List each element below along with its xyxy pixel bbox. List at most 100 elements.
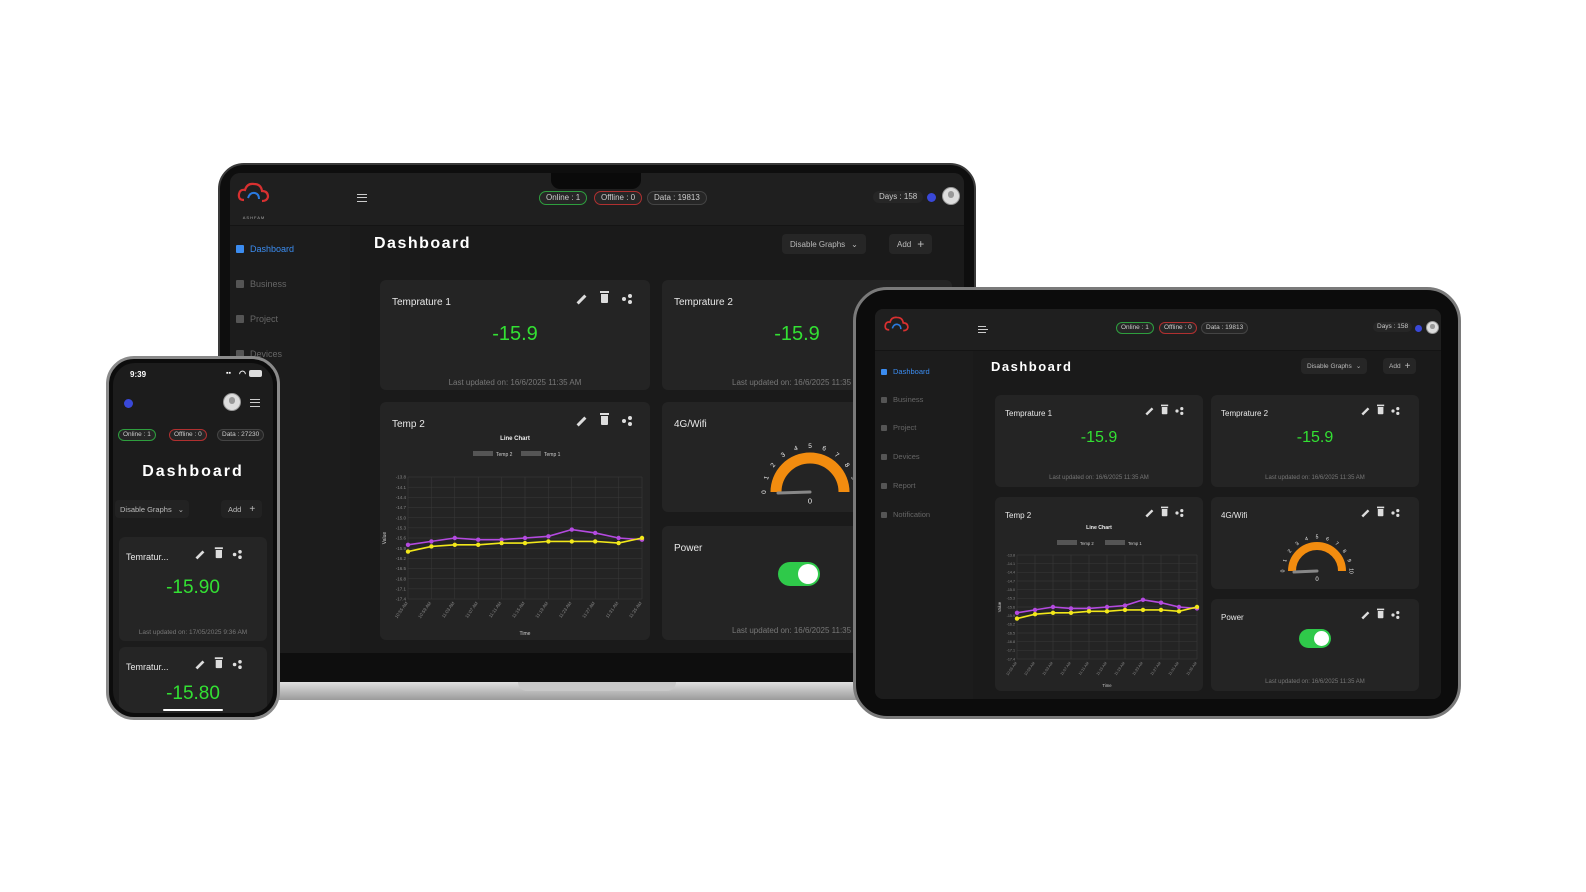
widget-card-temp1: Temprature 1 -15.9 Last updated on: 16/6… <box>995 395 1203 487</box>
sidebar-item-project[interactable]: Project <box>881 423 916 432</box>
add-button[interactable]: Add + <box>1383 358 1417 374</box>
edit-icon[interactable] <box>576 294 587 305</box>
share-icon[interactable] <box>232 550 242 559</box>
legend-swatch <box>521 451 541 456</box>
disable-graphs-select[interactable]: Disable Graphs ⌄ <box>115 500 189 518</box>
edit-icon[interactable] <box>195 660 205 670</box>
share-icon[interactable] <box>1175 407 1183 415</box>
edit-icon[interactable] <box>1361 407 1370 416</box>
y-tick-label: -14.1 <box>396 485 407 490</box>
gauge-tick-label: 0 <box>1281 569 1287 572</box>
brand-logo[interactable] <box>883 314 911 343</box>
delete-icon[interactable] <box>214 657 223 669</box>
card-title: Temp 2 <box>392 419 425 430</box>
avatar[interactable] <box>1426 321 1439 334</box>
avatar[interactable] <box>223 393 241 411</box>
delete-icon[interactable] <box>600 413 609 425</box>
y-tick-label: -15.9 <box>396 546 407 551</box>
card-actions <box>1145 404 1183 416</box>
delete-icon[interactable] <box>214 547 223 559</box>
share-icon[interactable] <box>622 416 632 426</box>
delete-icon[interactable] <box>1377 506 1385 517</box>
add-button[interactable]: Add + <box>889 234 933 254</box>
globe-icon[interactable] <box>927 193 936 202</box>
delete-icon[interactable] <box>1161 506 1169 517</box>
y-tick-label: -17.1 <box>396 587 407 592</box>
edit-icon[interactable] <box>1361 611 1370 620</box>
x-tick-label: 11:11 AM <box>488 601 503 619</box>
gauge-tick-label: 4 <box>793 445 799 453</box>
delete-icon[interactable] <box>1377 404 1385 415</box>
share-icon[interactable] <box>1391 611 1399 619</box>
delete-icon[interactable] <box>1161 404 1169 415</box>
data-badge: Data : 27230 <box>217 429 265 441</box>
sidebar-item-project[interactable]: Project <box>236 314 278 324</box>
share-icon[interactable] <box>1175 509 1183 517</box>
sidebar-item-report[interactable]: Report <box>881 481 916 490</box>
globe-icon[interactable] <box>124 399 133 408</box>
sidebar-item-notification[interactable]: Notification <box>881 510 930 519</box>
data-point <box>639 535 645 541</box>
power-toggle[interactable] <box>1299 629 1331 648</box>
data-point <box>452 542 457 547</box>
menu-icon[interactable] <box>978 326 988 333</box>
sidebar-item-dashboard[interactable]: Dashboard <box>881 367 930 376</box>
data-point <box>1158 600 1164 605</box>
sidebar-item-label: Project <box>893 423 917 432</box>
data-point <box>569 539 574 544</box>
power-toggle[interactable] <box>778 562 820 586</box>
disable-graphs-select[interactable]: Disable Graphs ⌄ <box>782 234 866 254</box>
page-title: Dashboard <box>991 359 1073 374</box>
edit-icon[interactable] <box>576 416 587 427</box>
select-label: Disable Graphs <box>790 239 846 249</box>
share-icon[interactable] <box>622 294 632 304</box>
edit-icon[interactable] <box>1145 407 1154 416</box>
avatar[interactable] <box>942 187 960 205</box>
laptop-base <box>226 682 970 700</box>
share-icon[interactable] <box>1391 407 1399 415</box>
days-badge: Days : 158 <box>873 191 924 203</box>
sidebar-item-business[interactable]: Business <box>881 395 923 404</box>
sidebar-item-dashboard[interactable]: Dashboard <box>236 244 294 254</box>
x-tick-label: 11:23 AM <box>558 601 573 619</box>
brand-logo[interactable]: ASHFAM <box>236 180 272 220</box>
data-point <box>546 539 551 544</box>
data-point <box>1158 607 1164 613</box>
edit-icon[interactable] <box>1361 509 1370 518</box>
sidebar-item-devices[interactable]: Devices <box>236 349 282 359</box>
edit-icon[interactable] <box>1145 509 1154 518</box>
legend-label: Temp 2 <box>1080 541 1094 546</box>
gauge-tick-label: 0 <box>761 490 768 494</box>
share-icon[interactable] <box>232 660 242 669</box>
widget-card-chart: Temp 2 Line Chart Temp 2 Temp 1 -13.8 -14.1 -… <box>380 402 650 640</box>
data-point <box>1050 610 1056 615</box>
gauge-arc <box>770 452 850 493</box>
add-button[interactable]: Add + <box>221 500 263 518</box>
chart-title: Line Chart <box>500 436 530 442</box>
x-tick-label: 11:03 AM <box>441 601 456 619</box>
menu-icon[interactable] <box>250 399 260 407</box>
sidebar-item-business[interactable]: Business <box>236 279 287 289</box>
x-tick-label: 10:55 AM <box>394 601 409 620</box>
data-point <box>1086 609 1092 614</box>
x-tick-label: 11:07 AM <box>464 601 479 619</box>
x-tick-label: 11:15 AM <box>1096 661 1108 676</box>
card-title: Temratur... <box>126 552 169 562</box>
edit-icon[interactable] <box>195 550 205 560</box>
project-icon <box>881 424 887 431</box>
gauge-tick-label: 2 <box>769 462 777 469</box>
menu-icon[interactable] <box>357 194 367 202</box>
page-title: Dashboard <box>142 463 244 480</box>
widget-card-chart: Temp 2 Line Chart Temp 2 Temp 1 -13.8 -14.1 -… <box>995 497 1203 691</box>
sidebar-item-devices[interactable]: Devices <box>881 452 920 461</box>
data-point <box>499 537 504 542</box>
delete-icon[interactable] <box>1377 608 1385 619</box>
y-tick-label: -16.5 <box>1007 631 1015 635</box>
x-tick-label: 11:15 AM <box>511 601 526 619</box>
gauge-tick-label: 3 <box>1295 541 1301 548</box>
share-icon[interactable] <box>1391 509 1399 517</box>
disable-graphs-select[interactable]: Disable Graphs ⌄ <box>1301 358 1368 374</box>
delete-icon[interactable] <box>600 291 609 303</box>
globe-icon[interactable] <box>1415 325 1422 332</box>
